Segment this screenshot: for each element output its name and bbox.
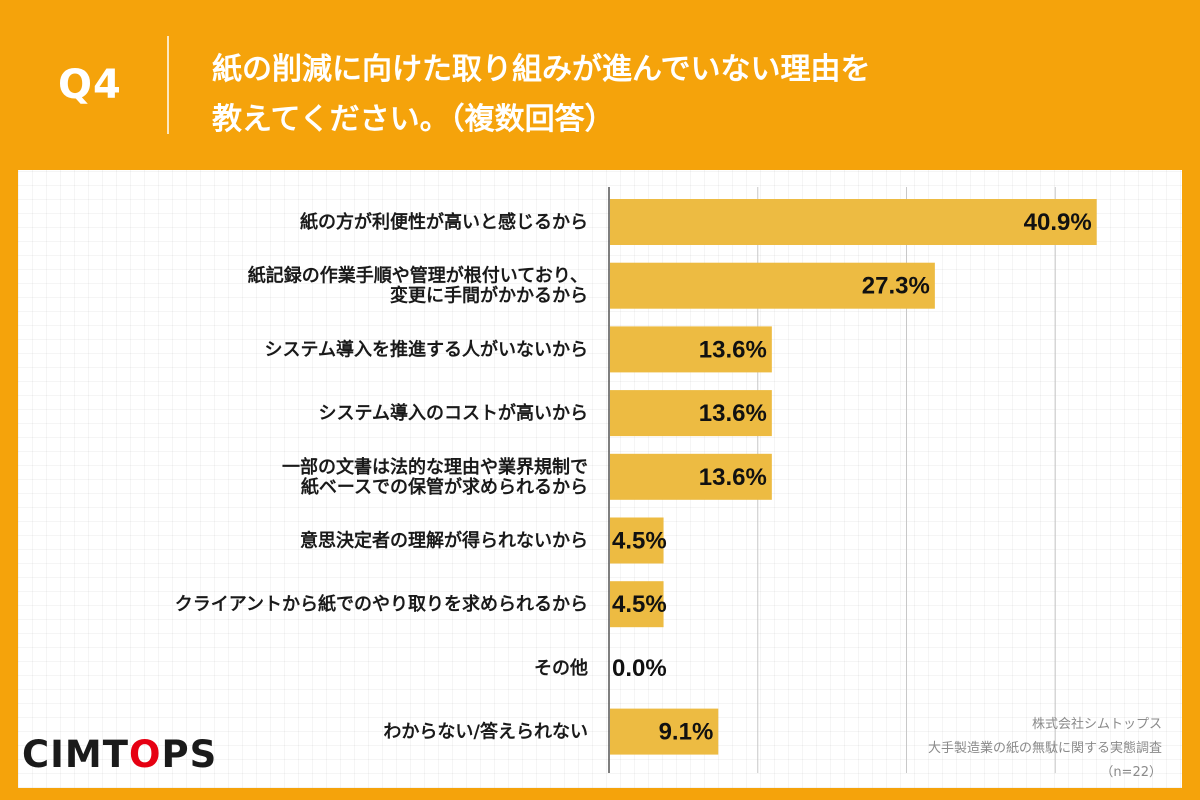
category-label: 一部の文書は法的な理由や業界規制で紙ベースでの保管が求められるから — [282, 456, 588, 498]
category-label: 意思決定者の理解が得られないから — [300, 530, 588, 552]
category-label: クライアントから紙でのやり取りを求められるから — [175, 593, 588, 615]
bar — [610, 262, 935, 309]
chart-title-line-1: 紙の削減に向けた取り組みが進んでいない理由を — [212, 52, 871, 87]
chart-title-line-2: 教えてください。（複数回答） — [212, 102, 615, 137]
footnote-sample-size: （n=22） — [1100, 765, 1162, 780]
bar — [610, 390, 772, 437]
logo-text-end: PS — [161, 733, 218, 776]
category-labels: 紙の方が利便性が高いと感じるから紙記録の作業手順や管理が根付いており、変更に手間… — [175, 211, 588, 743]
value-label: 4.5% — [612, 528, 667, 555]
value-label: 9.1% — [659, 719, 714, 746]
bar — [610, 708, 719, 755]
logo-text-start: CIMT — [22, 733, 129, 776]
footnote-survey: 大手製造業の紙の無駄に関する実態調査 — [927, 741, 1162, 756]
bars — [610, 199, 1097, 755]
question-number: Q4 — [58, 62, 122, 108]
value-labels: 40.9% 27.3% 13.6% 13.6% 13.6% 4.5% 4.5% 0.0% 9.1… — [612, 209, 1092, 746]
category-label: その他 — [534, 657, 588, 679]
bar — [610, 453, 772, 500]
logo-red-o: O — [128, 733, 162, 776]
category-label: 紙の方が利便性が高いと感じるから — [300, 211, 588, 233]
header: Q4 紙の削減に向けた取り組みが進んでいない理由を 教えてください。（複数回答） — [0, 0, 1200, 170]
cimtops-logo: CIMTOPS — [22, 733, 217, 776]
category-label: わからない/答えられない — [383, 721, 588, 743]
value-label: 0.0% — [612, 655, 667, 682]
chart-panel: 紙の方が利便性が高いと感じるから紙記録の作業手順や管理が根付いており、変更に手間… — [18, 170, 1182, 788]
header-divider — [167, 36, 169, 134]
value-label: 4.5% — [612, 591, 667, 618]
value-label: 13.6% — [699, 336, 767, 363]
footnote-company: 株式会社シムトップス — [1031, 717, 1162, 732]
bar-chart: 紙の方が利便性が高いと感じるから紙記録の作業手順や管理が根付いており、変更に手間… — [175, 187, 1097, 773]
value-label: 27.3% — [862, 273, 930, 300]
value-label: 40.9% — [1024, 209, 1092, 236]
category-label: 紙記録の作業手順や管理が根付いており、変更に手間がかかるから — [248, 265, 588, 307]
value-label: 13.6% — [699, 400, 767, 427]
bar — [610, 199, 1097, 245]
category-label: システム導入のコストが高いから — [319, 402, 588, 424]
bar — [610, 517, 664, 564]
bar — [610, 326, 772, 373]
value-label: 13.6% — [699, 464, 767, 491]
category-label: システム導入を推進する人がいないから — [265, 338, 588, 360]
bar — [610, 581, 664, 628]
